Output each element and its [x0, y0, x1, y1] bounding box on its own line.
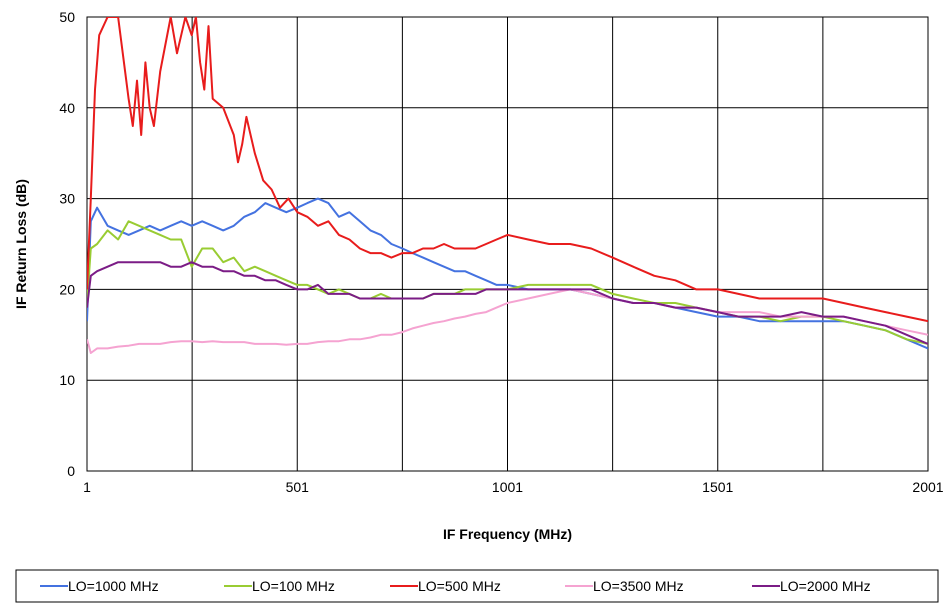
- x-tick-label-1: 501: [286, 479, 310, 495]
- y-axis-title: IF Return Loss (dB): [13, 179, 29, 309]
- series-line-2: [87, 17, 928, 323]
- series-line-4: [87, 261, 928, 345]
- x-tick-label-3: 1501: [702, 479, 733, 495]
- y-tick-label-0: 0: [67, 463, 75, 479]
- x-axis-title: IF Frequency (MHz): [443, 526, 572, 542]
- plot-area-frame: [86, 16, 929, 472]
- legend-label-0: LO=1000 MHz: [68, 578, 159, 594]
- legend-label-4: LO=2000 MHz: [780, 578, 871, 594]
- x-tick-label-4: 2001: [912, 479, 943, 495]
- y-tick-label-4: 40: [59, 100, 75, 116]
- y-tick-labels: 0 10 20 30 40 50: [59, 9, 75, 479]
- series-layer: [87, 17, 928, 354]
- legend-label-2: LO=500 MHz: [418, 578, 501, 594]
- series-line-0: [87, 197, 928, 350]
- legend: LO=1000 MHz LO=100 MHz LO=500 MHz LO=3500 M…: [15, 569, 939, 603]
- legend-label-3: LO=3500 MHz: [593, 578, 684, 594]
- y-tick-label-2: 20: [59, 281, 75, 297]
- x-tick-labels: 1 501 1001 1501 2001: [83, 479, 944, 495]
- x-tick-label-0: 1: [83, 479, 91, 495]
- legend-label-1: LO=100 MHz: [252, 578, 335, 594]
- x-tick-label-2: 1001: [492, 479, 523, 495]
- y-tick-label-5: 50: [59, 9, 75, 25]
- y-tick-label-1: 10: [59, 372, 75, 388]
- legend-box: [15, 569, 939, 603]
- y-tick-label-3: 30: [59, 191, 75, 207]
